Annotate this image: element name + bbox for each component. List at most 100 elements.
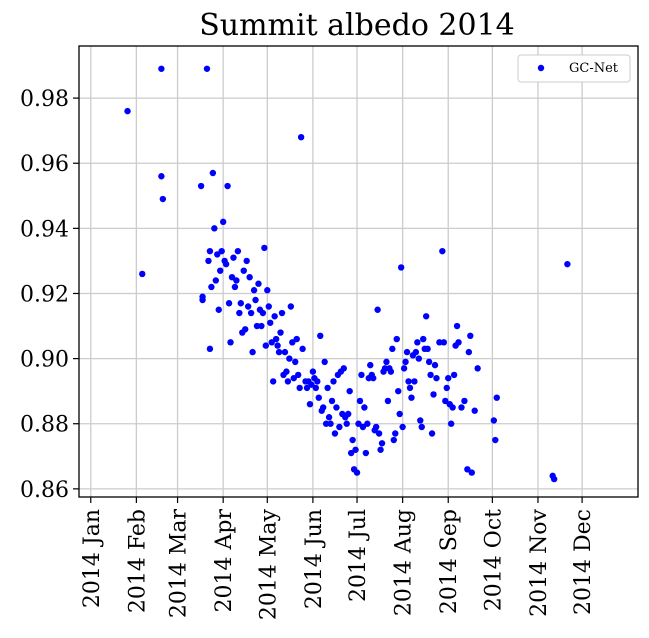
data-point — [353, 469, 361, 476]
data-point — [415, 355, 423, 362]
data-point — [214, 251, 221, 258]
data-point — [378, 440, 386, 447]
data-point — [278, 309, 286, 317]
data-point — [336, 423, 343, 431]
data-point — [455, 339, 462, 346]
data-point — [346, 387, 353, 395]
data-point — [259, 309, 267, 317]
data-point — [414, 339, 421, 346]
data-point — [345, 410, 352, 418]
data-point — [358, 371, 365, 379]
y-tick-label: 0.96 — [20, 152, 69, 177]
data-point — [442, 397, 449, 405]
data-point — [453, 322, 461, 330]
data-point — [314, 378, 321, 385]
data-point — [321, 358, 328, 366]
data-point — [199, 293, 206, 300]
data-point — [328, 397, 336, 405]
data-point — [417, 417, 424, 424]
data-point — [364, 420, 371, 427]
data-point — [255, 280, 262, 287]
data-point — [271, 313, 278, 320]
data-point — [395, 387, 402, 395]
data-point — [206, 247, 214, 255]
x-tick-label: 2014 Apr — [212, 509, 237, 613]
chart-title: Summit albedo 2014 — [199, 8, 515, 43]
data-point — [234, 247, 242, 255]
data-point — [243, 257, 250, 265]
data-point — [244, 303, 252, 310]
data-point — [430, 391, 437, 398]
data-point — [272, 335, 280, 343]
data-point — [264, 287, 271, 294]
data-point — [293, 335, 300, 343]
data-point — [468, 469, 475, 476]
data-point — [402, 358, 409, 366]
data-point — [139, 270, 146, 278]
x-tick-label: 2014 Sep — [437, 509, 462, 614]
data-point — [445, 374, 452, 382]
data-point — [447, 420, 455, 427]
data-point — [290, 374, 297, 382]
data-point — [258, 322, 265, 330]
data-point — [267, 319, 274, 326]
data-point — [377, 446, 384, 453]
data-point — [317, 332, 324, 340]
data-point — [203, 65, 211, 72]
x-tick-label: 2014 Mar — [167, 509, 192, 619]
data-point — [315, 394, 322, 401]
data-point — [356, 397, 364, 405]
data-point — [440, 339, 448, 346]
data-point — [420, 335, 427, 343]
data-point — [449, 404, 456, 411]
data-point — [319, 404, 327, 411]
data-point — [324, 384, 331, 392]
data-point — [411, 378, 418, 385]
data-point — [225, 300, 233, 307]
data-point — [458, 404, 465, 411]
data-point — [436, 339, 443, 346]
data-point — [249, 348, 256, 356]
data-point — [261, 244, 268, 252]
data-point — [206, 345, 214, 353]
data-point — [124, 107, 131, 115]
legend-label-gc-net: GC-Net — [569, 61, 619, 76]
data-point — [492, 436, 499, 444]
data-point — [381, 365, 389, 372]
data-point — [400, 365, 408, 372]
data-point — [433, 374, 440, 382]
data-point — [246, 273, 253, 281]
data-point — [370, 374, 377, 382]
data-point — [233, 277, 240, 284]
data-point — [265, 303, 272, 310]
data-point — [389, 345, 396, 353]
data-point — [212, 277, 220, 284]
data-point — [422, 313, 430, 320]
data-point — [281, 348, 289, 356]
x-tick-label: 2014 Oct — [481, 509, 506, 611]
data-point — [431, 361, 439, 369]
data-point — [236, 309, 243, 317]
data-point — [227, 339, 234, 346]
data-point — [228, 273, 236, 281]
data-point — [331, 430, 339, 437]
data-point — [327, 420, 334, 427]
data-point — [427, 371, 434, 379]
data-point — [474, 365, 481, 372]
data-point — [399, 423, 406, 431]
data-point — [209, 169, 217, 177]
data-point — [330, 378, 337, 385]
y-tick-label: 0.92 — [20, 282, 69, 307]
data-point — [450, 371, 458, 379]
data-point — [490, 417, 498, 424]
data-point — [340, 365, 347, 372]
data-point — [222, 260, 230, 268]
data-point — [230, 254, 237, 261]
data-point — [308, 381, 315, 388]
data-point — [240, 267, 247, 274]
data-point — [343, 420, 350, 427]
data-point — [286, 355, 293, 362]
data-point — [393, 335, 400, 343]
data-point — [303, 384, 311, 392]
